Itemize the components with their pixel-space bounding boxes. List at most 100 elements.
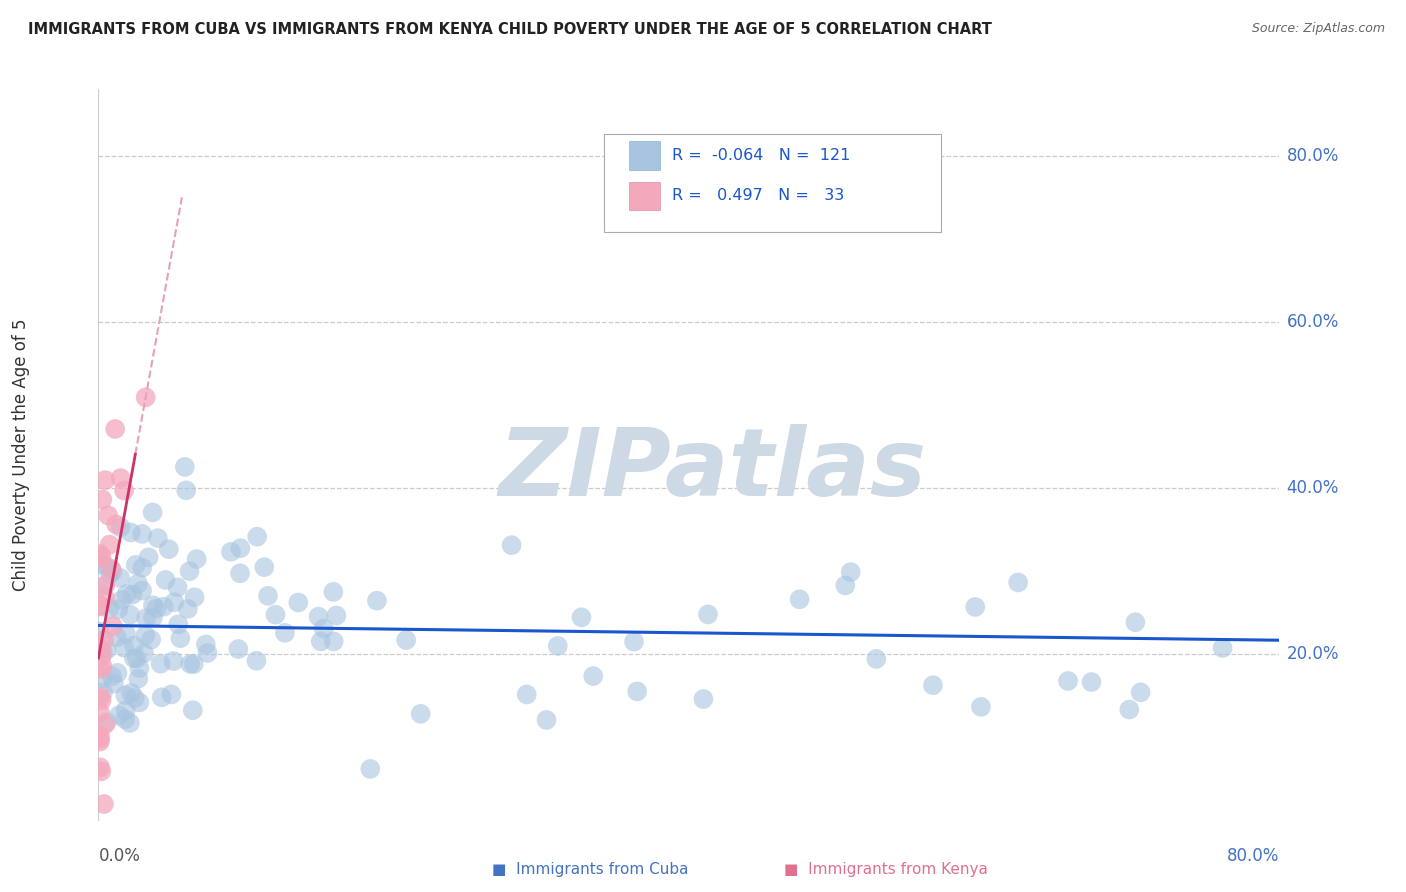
Point — [90, 642, 112, 657]
Point — [395, 633, 418, 648]
Point — [169, 631, 191, 645]
Point — [536, 713, 558, 727]
Point — [245, 654, 267, 668]
Point — [114, 703, 136, 717]
Point — [108, 708, 131, 723]
Point — [121, 588, 143, 602]
Point — [124, 558, 146, 572]
Point — [692, 692, 714, 706]
Text: IMMIGRANTS FROM CUBA VS IMMIGRANTS FROM KENYA CHILD POVERTY UNDER THE AGE OF 5 C: IMMIGRANTS FROM CUBA VS IMMIGRANTS FROM … — [28, 22, 993, 37]
Point — [152, 599, 174, 614]
Text: 60.0%: 60.0% — [1286, 313, 1339, 331]
Point — [142, 599, 165, 613]
Text: 0.0%: 0.0% — [98, 847, 141, 865]
Point — [112, 483, 135, 498]
Point — [128, 661, 150, 675]
Point — [91, 645, 114, 659]
Point — [127, 672, 149, 686]
Point — [626, 684, 648, 698]
Point — [163, 595, 186, 609]
Point — [623, 634, 645, 648]
Point — [89, 729, 111, 743]
Point — [93, 632, 115, 647]
Point — [122, 651, 145, 665]
Point — [1212, 640, 1234, 655]
Point — [409, 706, 432, 721]
Point — [120, 607, 142, 622]
Point — [571, 610, 593, 624]
Point — [101, 619, 124, 633]
Point — [115, 587, 138, 601]
Text: ■  Immigrants from Kenya: ■ Immigrants from Kenya — [783, 863, 988, 877]
Text: R =  -0.064   N =  121: R = -0.064 N = 121 — [672, 148, 849, 163]
Point — [94, 717, 117, 731]
Point — [142, 610, 165, 624]
Point — [89, 706, 111, 720]
Text: Source: ZipAtlas.com: Source: ZipAtlas.com — [1251, 22, 1385, 36]
Point — [131, 560, 153, 574]
Point — [174, 483, 197, 498]
Point — [516, 688, 538, 702]
Point — [226, 642, 249, 657]
Point — [166, 580, 188, 594]
Point — [93, 558, 115, 572]
Point — [274, 625, 297, 640]
Text: ZIPatlas: ZIPatlas — [499, 424, 927, 516]
Point — [197, 646, 219, 660]
Point — [89, 547, 111, 561]
Point — [186, 552, 208, 566]
Point — [112, 640, 135, 655]
Point — [94, 578, 117, 592]
Point — [91, 685, 114, 699]
Point — [97, 508, 120, 523]
Point — [98, 538, 121, 552]
Point — [194, 637, 217, 651]
Point — [287, 595, 309, 609]
Point — [90, 764, 112, 779]
Point — [501, 538, 523, 552]
Point — [89, 599, 111, 614]
Point — [142, 505, 165, 519]
Point — [160, 687, 183, 701]
Point — [110, 520, 132, 534]
Point — [122, 639, 145, 653]
Point — [91, 659, 114, 673]
Point — [111, 593, 134, 607]
Point — [970, 699, 993, 714]
Point — [90, 649, 112, 664]
Point — [697, 607, 720, 622]
Point — [1057, 673, 1080, 688]
Point — [89, 599, 111, 613]
Point — [322, 585, 344, 599]
Point — [100, 562, 122, 576]
Point — [322, 634, 344, 648]
Point — [90, 549, 112, 563]
Point — [114, 688, 136, 702]
Point — [91, 672, 114, 686]
Point — [1118, 702, 1140, 716]
Point — [94, 473, 117, 487]
Point — [834, 578, 856, 592]
Point — [246, 530, 269, 544]
Point — [134, 628, 156, 642]
Point — [965, 599, 987, 614]
Point — [93, 590, 115, 604]
Point — [135, 390, 157, 404]
Text: 80.0%: 80.0% — [1286, 146, 1339, 165]
Point — [125, 651, 148, 665]
Point — [93, 797, 115, 811]
Point — [90, 662, 112, 676]
Point — [98, 601, 121, 615]
Point — [582, 669, 605, 683]
Text: Child Poverty Under the Age of 5: Child Poverty Under the Age of 5 — [13, 318, 30, 591]
Point — [366, 593, 388, 607]
Point — [93, 559, 115, 574]
Point — [89, 731, 111, 746]
Point — [131, 527, 153, 541]
Point — [104, 422, 127, 436]
Point — [229, 566, 252, 581]
Point — [98, 566, 121, 581]
Point — [132, 646, 155, 660]
Point — [90, 693, 112, 707]
Point — [105, 517, 128, 532]
